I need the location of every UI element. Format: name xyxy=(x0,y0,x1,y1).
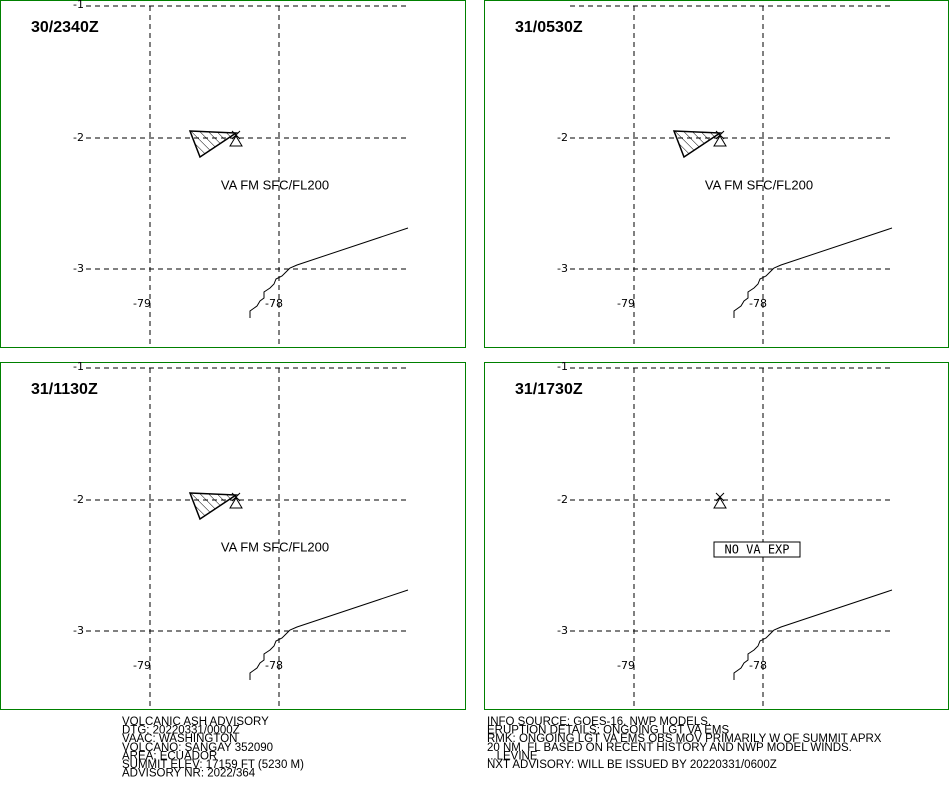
lat-label: -1 xyxy=(73,360,84,373)
ash-area xyxy=(188,492,239,521)
panel-frame xyxy=(484,362,949,710)
ash-area xyxy=(672,130,723,159)
map-panel: -1 -2 -3 -79 -78 31/1130Z VA FM SFC/FL200 xyxy=(0,360,466,710)
coastline xyxy=(249,227,409,318)
panel-time: 30/2340Z xyxy=(31,19,99,36)
ash-area xyxy=(188,130,239,159)
map-panel: -2 -3 -79 -78 31/0530Z VA FM SFC/FL200 xyxy=(484,0,949,348)
footer-line: VAAC: WASHINGTON xyxy=(122,733,237,745)
panel-time: 31/0530Z xyxy=(515,19,583,36)
lon-label: -78 xyxy=(749,297,767,310)
coastline xyxy=(733,589,893,680)
lat-label: -3 xyxy=(73,262,84,275)
footer-line: RMK: ONGOING LGT VA EMS OBS MOV PRIMARIL… xyxy=(487,733,882,745)
lat-label: -3 xyxy=(73,624,84,637)
lat-label: -2 xyxy=(73,131,84,144)
map-panel: -1 -2 -3 -79 -78 31/1730Z NO VA EXP xyxy=(484,360,949,710)
footer-line: DTG: 20220331/0000Z xyxy=(122,725,240,737)
footer-line: VOLCANO: SANGAY 352090 xyxy=(122,742,273,754)
lon-label: -78 xyxy=(265,659,283,672)
lat-label: -2 xyxy=(73,493,84,506)
lon-label: -79 xyxy=(617,297,635,310)
lon-label: -78 xyxy=(749,659,767,672)
panel-frame xyxy=(484,0,949,348)
footer-line: 20 NM. FL BASED ON RECENT HISTORY AND NW… xyxy=(487,742,852,754)
ash-label: VA FM SFC/FL200 xyxy=(221,177,329,192)
panel-time: 31/1130Z xyxy=(31,381,98,398)
lat-label: -3 xyxy=(557,624,568,637)
lon-label: -79 xyxy=(617,659,635,672)
footer-line: ERUPTION DETAILS: ONGOING LGT VA EMS xyxy=(487,725,730,737)
notice-box xyxy=(713,541,801,558)
panel-frame xyxy=(0,0,466,348)
footer-line: SUMMIT ELEV: 17159 FT (5230 M) xyxy=(122,759,304,771)
lon-label: -78 xyxy=(265,297,283,310)
footer-line: VOLCANIC ASH ADVISORY xyxy=(122,716,269,728)
ash-label: VA FM SFC/FL200 xyxy=(221,539,329,554)
lon-label: -79 xyxy=(133,659,151,672)
footer-line: INFO SOURCE: GOES-16. NWP MODELS. xyxy=(487,716,711,728)
footer-line: NXT ADVISORY: WILL BE ISSUED BY 20220331… xyxy=(487,759,777,771)
lat-label: -3 xyxy=(557,262,568,275)
lat-label: -1 xyxy=(557,360,568,373)
footer-line: ...LEVINE xyxy=(487,750,538,762)
ash-label: VA FM SFC/FL200 xyxy=(705,177,813,192)
coastline xyxy=(733,227,893,318)
lon-label: -79 xyxy=(133,297,151,310)
lat-label: -2 xyxy=(557,493,568,506)
lat-label: -1 xyxy=(73,0,84,11)
coastline xyxy=(249,589,409,680)
panel-frame xyxy=(0,362,466,710)
notice-text: NO VA EXP xyxy=(724,543,789,557)
footer-line: ADVISORY NR: 2022/364 xyxy=(122,768,256,780)
footer-line: AREA: ECUADOR xyxy=(122,750,217,762)
volcano-symbol xyxy=(713,492,727,509)
map-panel: -1 -2 -3 -79 -78 30/2340Z VA FM SFC/FL200 xyxy=(0,0,466,348)
panel-time: 31/1730Z xyxy=(515,381,583,398)
lat-label: -2 xyxy=(557,131,568,144)
